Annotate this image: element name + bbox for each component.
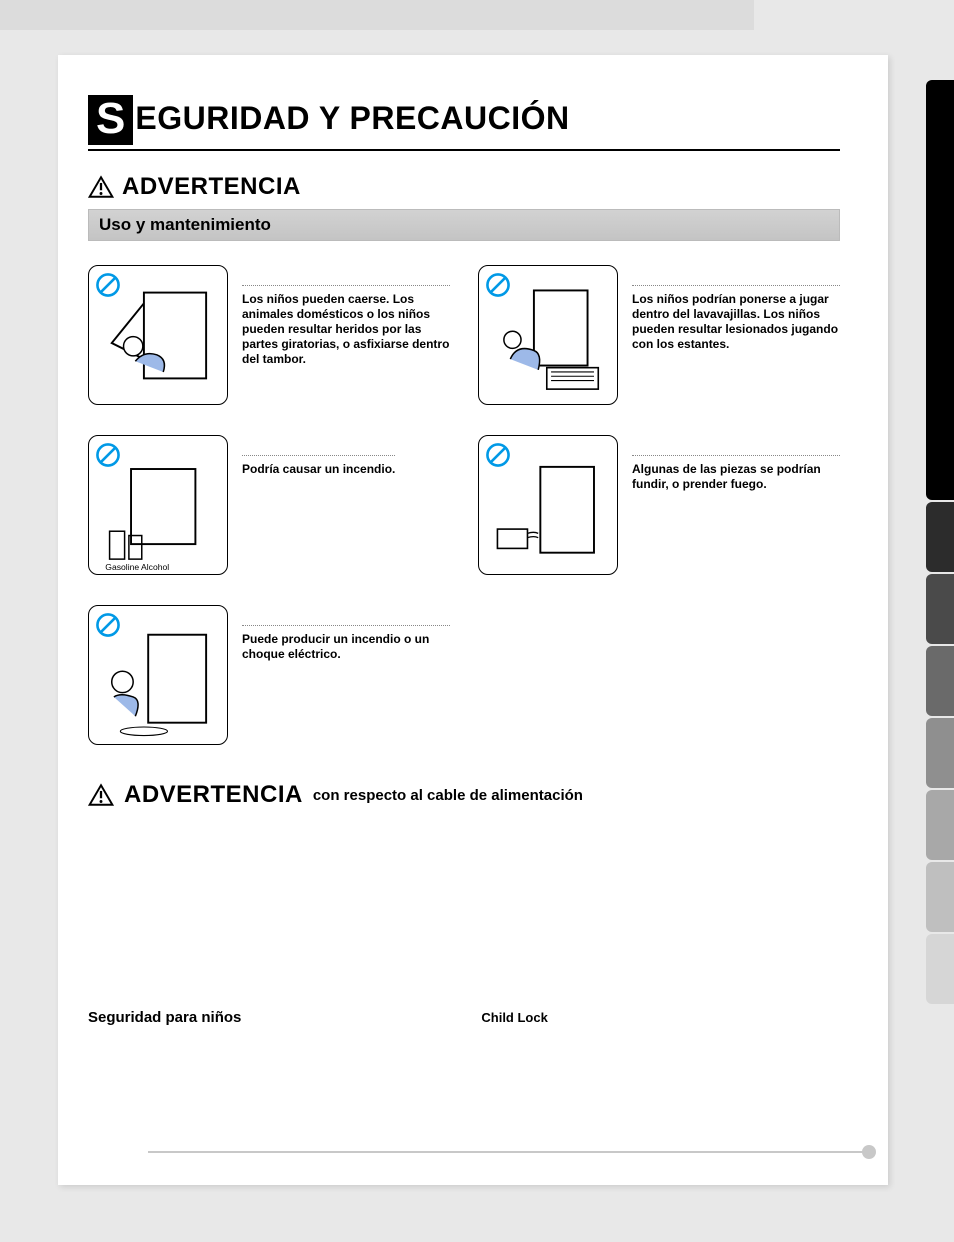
warning-triangle-icon [88,175,114,199]
footer-rule [148,1151,868,1153]
index-tab[interactable] [926,790,954,860]
footer-dot-icon [862,1145,876,1159]
sketch-dishwasher-child-icon [491,284,609,402]
warning-label: ADVERTENCIA [122,173,301,201]
sketch-child-washer-icon [101,284,219,402]
warning-text: Puede producir un incendio o un choque e… [242,625,450,662]
warning-item: Gasoline Alcohol Podría causar un incend… [88,435,450,575]
index-tab[interactable] [926,718,954,788]
svg-text:Gasoline Alcohol: Gasoline Alcohol [105,562,169,572]
warning-label: ADVERTENCIA [124,781,303,809]
sketch-flammable-bottles-icon: Gasoline Alcohol [101,454,219,572]
child-lock-label: Child Lock [481,1010,547,1025]
child-safety-title: Seguridad para niños [88,1009,241,1026]
warnings-grid: Los niños pueden caerse. Los animales do… [88,265,840,745]
top-strip [0,0,754,30]
warning-item: Los niños pueden caerse. Los animales do… [88,265,450,405]
index-tab[interactable] [926,862,954,932]
warning-text: Los niños pueden caerse. Los animales do… [242,285,450,367]
illustration-box [88,605,228,745]
sketch-heater-appliance-icon [491,454,609,572]
index-tab[interactable] [926,574,954,644]
warning-heading: ADVERTENCIA [88,173,840,201]
index-tab[interactable] [926,934,954,1004]
illustration-box: Gasoline Alcohol [88,435,228,575]
manual-page: S EGURIDAD Y PRECAUCIÓN ADVERTENCIA Uso … [58,55,888,1185]
illustration-box [88,265,228,405]
sketch-water-shock-icon [101,624,219,742]
warning-subtext: con respecto al cable de alimentación [313,787,583,804]
warning-item: Algunas de las piezas se podrían fundir,… [478,435,840,575]
child-safety-row: Seguridad para niños Child Lock [88,1009,840,1026]
index-tab[interactable] [926,646,954,716]
warning-secondary-row: ADVERTENCIA con respecto al cable de ali… [88,781,840,809]
warning-triangle-icon [88,783,114,807]
warning-item: Puede producir un incendio o un choque e… [88,605,450,745]
title-rest: EGURIDAD Y PRECAUCIÓN [133,95,569,136]
side-index-tabs [926,80,954,1006]
section-header: Uso y mantenimiento [88,209,840,241]
illustration-box [478,435,618,575]
page-title-row: S EGURIDAD Y PRECAUCIÓN [88,95,840,151]
index-tab[interactable] [926,80,954,500]
warning-text: Algunas de las piezas se podrían fundir,… [632,455,840,492]
warning-item: Los niños podrían ponerse a jugar dentro… [478,265,840,405]
warning-text: Los niños podrían ponerse a jugar dentro… [632,285,840,352]
warning-text: Podría causar un incendio. [242,455,395,477]
title-initial: S [88,95,133,145]
illustration-box [478,265,618,405]
index-tab[interactable] [926,502,954,572]
